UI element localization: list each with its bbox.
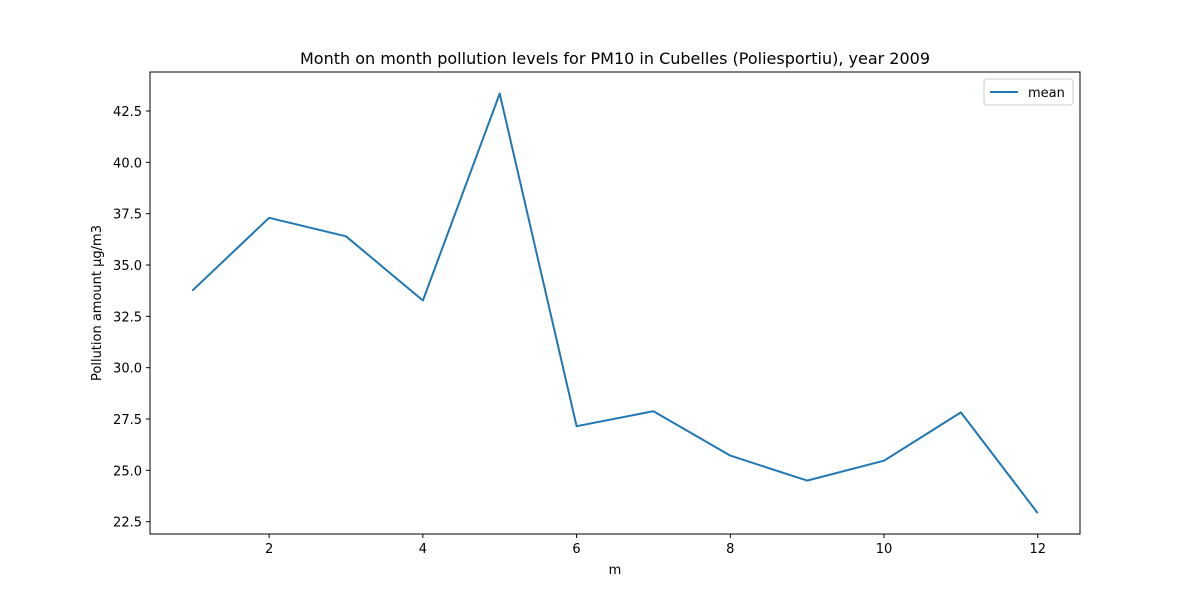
y-tick-label: 32.5	[113, 310, 142, 325]
y-tick-label: 35.0	[113, 259, 142, 274]
series-layer	[191, 92, 1039, 514]
series-line-mean	[191, 92, 1039, 514]
y-tick-label: 22.5	[113, 516, 142, 531]
x-axis-label: m	[609, 563, 622, 578]
x-axis: 2 4 6 8 10 12	[265, 534, 1046, 557]
x-tick-label: 10	[876, 542, 893, 557]
y-tick-label: 27.5	[113, 413, 142, 428]
y-tick-label: 25.0	[113, 464, 142, 479]
y-tick-label: 42.5	[113, 105, 142, 120]
x-tick-label: 2	[265, 542, 273, 557]
x-tick-label: 4	[419, 542, 427, 557]
chart-title: Month on month pollution levels for PM10…	[300, 49, 930, 68]
legend-box	[983, 78, 1074, 106]
y-axis-label: Pollution amount µg/m3	[90, 225, 105, 381]
plot-area	[149, 71, 1081, 535]
legend-label-mean: mean	[1028, 86, 1065, 101]
x-tick-label: 8	[726, 542, 734, 557]
y-tick-label: 30.0	[113, 362, 142, 377]
y-tick-label: 40.0	[113, 156, 142, 171]
y-axis: 22.5 25.0 27.5 30.0 32.5 35.0 37.5 40.0 42.5	[113, 105, 150, 531]
y-tick-label: 37.5	[113, 208, 142, 223]
x-tick-label: 12	[1029, 542, 1046, 557]
x-tick-label: 6	[572, 542, 580, 557]
legend: mean	[983, 78, 1074, 106]
